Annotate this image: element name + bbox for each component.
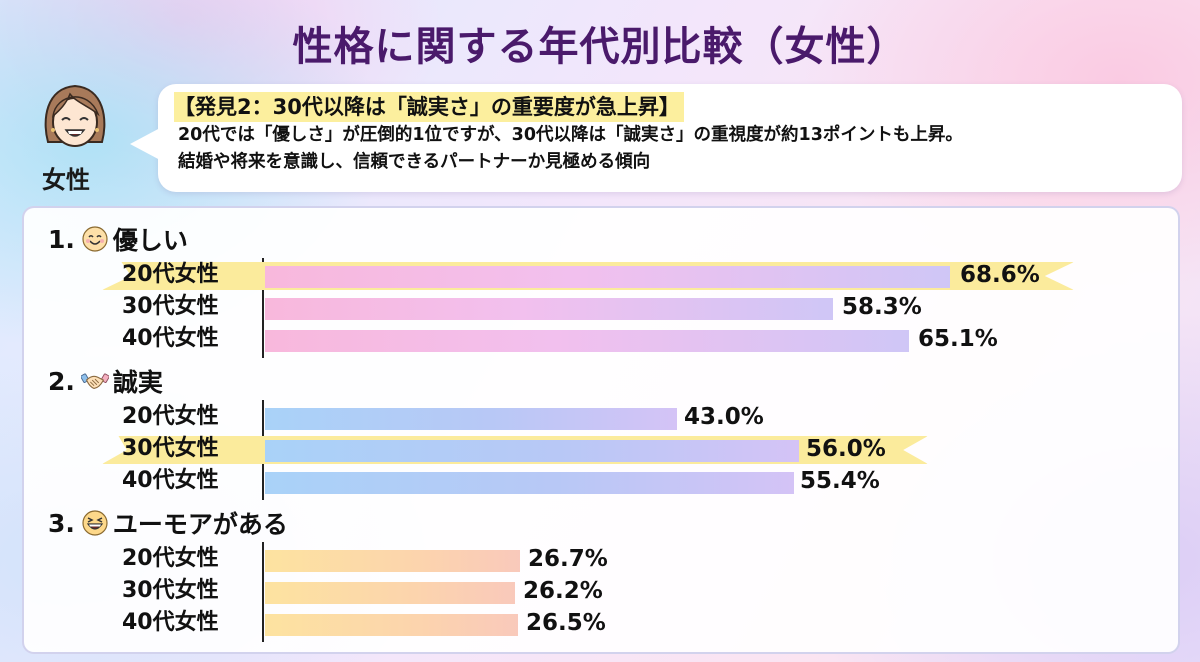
- bar: [265, 440, 799, 462]
- value-label: 68.6%: [960, 262, 1040, 288]
- group-name: ユーモアがある: [112, 510, 288, 539]
- bar-row: 30代女性 56.0%: [24, 434, 1178, 464]
- bar: [265, 472, 794, 494]
- handshake-icon: [80, 367, 109, 395]
- smiling-face-icon: [81, 225, 109, 253]
- bar: [265, 298, 833, 320]
- value-label: 43.0%: [684, 404, 764, 430]
- group-rank: 2.: [48, 366, 75, 396]
- bar: [265, 330, 909, 352]
- bar: [265, 266, 950, 288]
- chart-panel: 1. 優しい 20代女性 68.6% 30代女性 58.3% 40代女性 65.…: [22, 206, 1180, 654]
- group-rank: 1.: [48, 224, 75, 254]
- value-label: 26.2%: [523, 578, 603, 604]
- callout-line: 結婚や将来を意識し、信頼できるパートナーか見極める傾向: [178, 152, 651, 172]
- value-label: 26.5%: [526, 610, 606, 636]
- row-label: 20代女性: [122, 546, 219, 571]
- bar: [265, 582, 515, 604]
- chart-group-kind: 1. 優しい 20代女性 68.6% 30代女性 58.3% 40代女性 65.…: [24, 222, 1178, 362]
- bar: [265, 408, 677, 430]
- group-title: 1. 優しい: [48, 222, 188, 256]
- axis-line: [262, 542, 264, 642]
- callout-heading: 【発見2：30代以降は「誠実さ」の重要度が急上昇】: [174, 92, 684, 122]
- chart-group-honest: 2. 誠実 20代女性 43.0% 30代女性 56.0% 40代女性 55.4…: [24, 364, 1178, 504]
- row-label: 20代女性: [122, 404, 219, 429]
- row-label: 40代女性: [122, 326, 219, 351]
- row-label: 40代女性: [122, 610, 219, 635]
- group-name: 誠実: [112, 368, 163, 397]
- row-label: 30代女性: [122, 578, 219, 603]
- page-title: 性格に関する年代別比較（女性）: [292, 24, 908, 70]
- bar-row: 40代女性 55.4%: [24, 466, 1178, 496]
- group-title: 2. 誠実: [48, 364, 163, 398]
- chart-group-humor: 3. ユーモアがある 20代女性 26.7% 30代女性 26.2% 40代女性…: [24, 506, 1178, 646]
- row-label: 20代女性: [122, 262, 219, 287]
- bar: [265, 614, 518, 636]
- laughing-face-icon: [81, 509, 109, 537]
- callout-line: 20代では「優しさ」が圧倒的1位ですが、30代以降は「誠実さ」の重視度が約13ポ…: [178, 125, 963, 145]
- row-label: 40代女性: [122, 468, 219, 493]
- woman-avatar-icon: [40, 80, 110, 156]
- value-label: 55.4%: [800, 468, 880, 494]
- group-rank: 3.: [48, 508, 75, 538]
- bar-row: 20代女性 68.6%: [24, 260, 1178, 290]
- bar-row: 20代女性 43.0%: [24, 402, 1178, 432]
- value-label: 26.7%: [528, 546, 608, 572]
- row-label: 30代女性: [122, 436, 219, 461]
- group-title: 3. ユーモアがある: [48, 506, 288, 540]
- group-name: 優しい: [112, 226, 188, 255]
- bar-row: 40代女性 65.1%: [24, 324, 1178, 354]
- callout-bubble: 【発見2：30代以降は「誠実さ」の重要度が急上昇】 20代では「優しさ」が圧倒的…: [130, 84, 1182, 192]
- bar-row: 20代女性 26.7%: [24, 544, 1178, 574]
- bar-row: 40代女性 26.5%: [24, 608, 1178, 638]
- axis-line: [262, 258, 264, 358]
- value-label: 56.0%: [806, 436, 886, 462]
- persona-label: 女性: [42, 166, 90, 194]
- bar-row: 30代女性 58.3%: [24, 292, 1178, 322]
- value-label: 65.1%: [918, 326, 998, 352]
- bar: [265, 550, 520, 572]
- row-label: 30代女性: [122, 294, 219, 319]
- value-label: 58.3%: [842, 294, 922, 320]
- bar-row: 30代女性 26.2%: [24, 576, 1178, 606]
